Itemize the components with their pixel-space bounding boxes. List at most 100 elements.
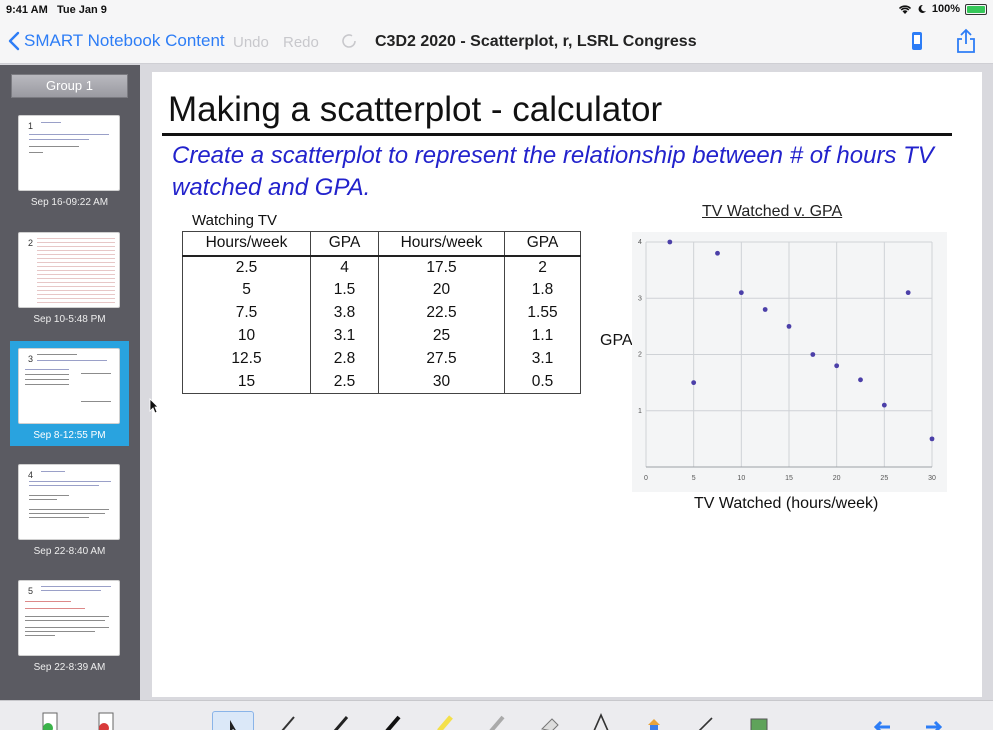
table-cell: 22.5 [378,301,505,325]
x-tick-label: 0 [644,475,648,482]
data-point [715,250,720,256]
group-tab[interactable]: Group 1 [11,74,128,98]
wifi-icon [898,4,911,14]
line-icon[interactable] [694,711,716,730]
thumbnail-number: 2 [28,238,34,248]
image-icon[interactable] [748,711,770,730]
table-cell: 0.5 [504,370,581,394]
x-tick-label: 30 [928,475,936,482]
table-cell: 2.5 [310,370,379,394]
chevron-left-icon [8,31,20,51]
table-caption: Watching TV [192,212,278,229]
page-sorter-sidebar: Group 1 1 Sep 16-09:22 AM 2 Sep 10-5:48 … [0,65,140,700]
add-page-icon[interactable] [40,711,62,730]
data-point [762,307,768,312]
status-date: Tue Jan 9 [57,4,107,16]
table-cell: 20 [378,278,505,302]
sync-icon[interactable] [340,32,358,50]
delete-page-icon[interactable] [96,711,118,730]
thumbnail-date: Sep 16-09:22 AM [30,197,109,208]
table-cell: 3.8 [310,301,379,325]
thumbnail-preview: 1 [18,115,120,191]
title-divider [162,133,952,136]
chart-x-axis-label: TV Watched (hours/week) [694,495,879,512]
x-tick-label: 5 [692,475,696,482]
page-thumbnail-1[interactable]: 1 Sep 16-09:22 AM [10,108,129,213]
x-tick-label: 20 [833,475,841,482]
thumbnail-date: Sep 8-12:55 PM [33,430,106,441]
status-indicators: 100% [898,3,987,15]
table-header-row: Hours/week GPA Hours/week GPA [182,231,581,257]
table-row: 2.5 4 17.5 2 [182,255,581,279]
battery-level [967,5,985,13]
table-cell: 2 [504,255,581,279]
thumbnail-preview: 3 [18,348,120,424]
thumbnail-number: 4 [28,470,34,480]
previous-page-icon[interactable] [870,711,892,730]
table-header: Hours/week [378,231,505,257]
table-cell: 25 [378,324,505,348]
slide-title: Making a scatterplot - calculator [168,90,663,129]
undo-button[interactable]: Undo [233,34,269,51]
data-point [667,239,673,245]
document-title: C3D2 2020 - Scatterplot, r, LSRL Congres… [375,33,697,50]
table-cell: 1.55 [504,301,581,325]
x-tick-label: 10 [737,475,745,482]
bottom-toolbar [0,700,993,730]
y-tick-label: 2 [638,352,642,359]
eraser-icon[interactable] [538,711,560,730]
thumbnail-number: 1 [28,121,34,131]
data-point [905,290,911,296]
notebook-page[interactable]: Making a scatterplot - calculator Create… [152,72,982,697]
navigation-bar: SMART Notebook Content Undo Redo C3D2 20… [0,22,993,64]
x-tick-label: 15 [785,475,793,482]
data-point [834,363,840,369]
highlighter-icon[interactable] [434,711,456,730]
data-point [786,323,792,329]
moon-icon [918,4,926,13]
next-page-icon[interactable] [924,711,946,730]
table-cell: 12.5 [182,347,311,371]
device-icon[interactable] [911,31,923,51]
table-cell: 2.8 [310,347,379,371]
creative-pen-icon[interactable] [486,711,508,730]
table-cell: 4 [310,255,379,279]
page-thumbnail-4[interactable]: 4 Sep 22-8:40 AM [10,457,129,562]
table-cell: 1.5 [310,278,379,302]
thumbnail-date: Sep 22-8:40 AM [33,546,106,557]
table-cell: 1.1 [504,324,581,348]
slide-prompt: Create a scatterplot to represent the re… [172,142,934,201]
data-point [738,290,744,296]
table-row: 12.5 2.8 27.5 3.1 [182,347,581,371]
pen-select-icon[interactable] [278,711,300,730]
share-icon[interactable] [955,28,977,54]
thumbnail-number: 5 [28,586,34,596]
thumbnail-date: Sep 10-5:48 PM [33,314,106,325]
table-cell: 2.5 [182,255,311,279]
data-point [858,377,863,383]
pen-icon[interactable] [330,711,352,730]
table-cell: 5 [182,278,311,302]
y-tick-label: 3 [638,295,642,302]
table-cell: 10 [182,324,311,348]
data-point [881,402,887,408]
redo-button[interactable]: Redo [283,34,319,51]
table-header: GPA [310,231,379,257]
x-tick-label: 25 [880,475,888,482]
page-thumbnail-3[interactable]: 3 Sep 8-12:55 PM [10,341,129,446]
thumbnail-date: Sep 22-8:39 AM [33,662,106,673]
table-cell: 1.8 [504,278,581,302]
text-icon[interactable] [590,711,612,730]
status-time: 9:41 AM [6,4,48,16]
fill-icon[interactable] [642,711,664,730]
page-thumbnail-5[interactable]: 5 Sep 22-8:39 AM [10,573,129,678]
thumbnail-preview: 5 [18,580,120,656]
table-header: Hours/week [182,231,311,257]
table-row: 15 2.5 30 0.5 [182,370,581,394]
table-cell: 3.1 [504,347,581,371]
page-thumbnail-2[interactable]: 2 Sep 10-5:48 PM [10,225,129,330]
mouse-pointer-icon [149,398,159,414]
marker-icon[interactable] [382,711,404,730]
select-tool-button[interactable] [212,711,254,730]
back-button[interactable]: SMART Notebook Content [8,31,225,51]
